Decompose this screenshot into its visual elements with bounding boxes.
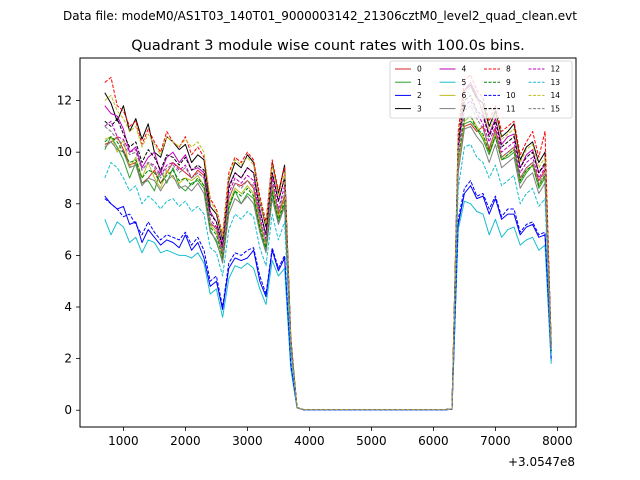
x-tick-label: 3000 bbox=[232, 434, 263, 448]
legend-label-5: 5 bbox=[462, 78, 467, 87]
x-tick-label: 1000 bbox=[108, 434, 139, 448]
y-tick-label: 2 bbox=[64, 352, 72, 366]
legend-label-11: 11 bbox=[506, 104, 516, 113]
legend-label-1: 1 bbox=[417, 78, 422, 87]
series-line-13 bbox=[104, 143, 552, 410]
series-line-10 bbox=[104, 180, 552, 411]
x-offset-label: +3.0547e8 bbox=[508, 455, 575, 469]
series-line-9 bbox=[104, 115, 552, 410]
legend-label-9: 9 bbox=[506, 78, 511, 87]
series-line-7 bbox=[104, 125, 552, 410]
legend-label-13: 13 bbox=[551, 78, 561, 87]
y-tick-label: 8 bbox=[64, 197, 72, 211]
x-tick-label: 7000 bbox=[480, 434, 511, 448]
legend-label-6: 6 bbox=[462, 91, 467, 100]
plot-lines bbox=[104, 74, 552, 411]
x-tick-label: 6000 bbox=[418, 434, 449, 448]
x-tick-label: 4000 bbox=[294, 434, 325, 448]
plot-frame bbox=[79, 57, 577, 428]
legend-label-2: 2 bbox=[417, 91, 422, 100]
x-tick-label: 2000 bbox=[170, 434, 201, 448]
x-tick-label: 8000 bbox=[542, 434, 573, 448]
legend-label-0: 0 bbox=[417, 65, 422, 74]
chart-title: Quadrant 3 module wise count rates with … bbox=[131, 38, 525, 54]
y-tick-label: 12 bbox=[57, 94, 72, 108]
legend-label-7: 7 bbox=[462, 104, 467, 113]
x-tick-label: 5000 bbox=[356, 434, 387, 448]
series-line-6 bbox=[104, 115, 552, 410]
figure-suptitle: Data file: modeM0/AS1T03_140T01_90000031… bbox=[63, 9, 577, 23]
y-tick-label: 0 bbox=[64, 403, 72, 417]
legend-label-8: 8 bbox=[506, 65, 511, 74]
legend-label-4: 4 bbox=[462, 65, 467, 74]
series-line-14 bbox=[104, 87, 552, 410]
axes-ticks: 1000 2000 3000 4000 5000 6000 7000 8000 0 2 4 6 8 10 1… bbox=[57, 94, 573, 448]
series-line-5 bbox=[104, 200, 552, 411]
legend-label-12: 12 bbox=[551, 65, 561, 74]
legend-frame bbox=[389, 60, 573, 119]
series-line-15 bbox=[104, 105, 552, 410]
y-tick-label: 6 bbox=[64, 248, 72, 262]
y-tick-label: 4 bbox=[64, 300, 72, 314]
y-tick-label: 10 bbox=[57, 145, 72, 159]
series-line-3 bbox=[104, 84, 552, 410]
legend-label-15: 15 bbox=[551, 104, 561, 113]
legend-label-10: 10 bbox=[506, 91, 516, 100]
legend-label-3: 3 bbox=[417, 104, 422, 113]
legend-label-14: 14 bbox=[551, 91, 561, 100]
